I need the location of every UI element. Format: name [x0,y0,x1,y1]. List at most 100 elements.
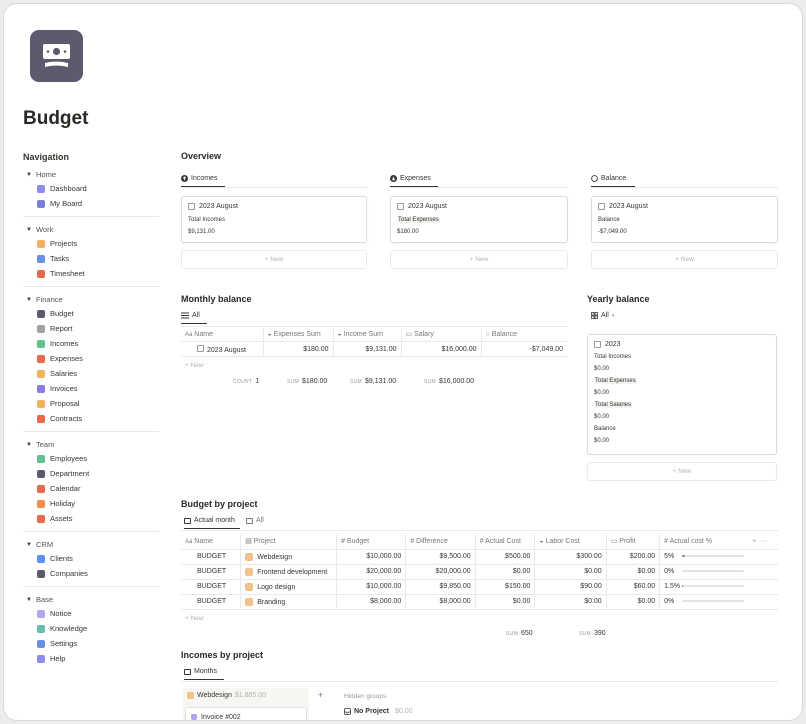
tab-all[interactable]: All [246,517,264,524]
nav-group-toggle[interactable]: ▼ Home [23,168,159,181]
monthly-new-row-button[interactable]: + New [185,362,204,369]
group-name[interactable]: Webdesign [197,692,232,699]
nav-group-toggle[interactable]: ▼ Finance [23,293,159,306]
cell-actual-cost-pct: 0% [659,564,749,580]
tab-label: All [192,312,200,319]
tab-actual-month[interactable]: Actual month [184,517,240,529]
page-icon [37,269,45,278]
tab-months[interactable]: Months [184,668,224,680]
nav-group-toggle[interactable]: ▼ Work [23,223,159,236]
calendar-icon [598,203,605,210]
sidebar-item-holiday[interactable]: Holiday [23,496,159,511]
column-header-difference[interactable]: # Difference [405,534,476,550]
sidebar-item-clients[interactable]: Clients [23,551,159,566]
tab-monthly-all[interactable]: All [181,312,207,324]
column-header-expenses-sum[interactable]: ◒ Expenses Sum [263,326,334,342]
column-header-actual-cost[interactable]: # Actual Cost [475,534,536,550]
sidebar-item-notice[interactable]: Notice [23,606,159,621]
incomes-card[interactable]: 2023 August Total Incomes $9,131.00 [181,196,367,243]
sidebar-item-knowledge[interactable]: Knowledge [23,621,159,636]
add-group-button[interactable]: + [318,690,324,700]
column-header-name[interactable]: Aa Name [181,534,242,550]
sidebar-item-department[interactable]: Department [23,466,159,481]
hidden-group-no-project[interactable]: No Project $0.00 [344,708,413,715]
tab-expenses[interactable]: Expenses [390,175,438,187]
incomes-by-project-heading: Incomes by project [181,650,264,660]
table-row[interactable]: BUDGET Frontend development $20,000.00 $20,… [181,564,778,580]
column-header-salary[interactable]: ▭ Salary [401,326,482,342]
column-header-project[interactable]: ▤ Project [240,534,338,550]
expenses-card[interactable]: 2023 August Total Expenses $180.00 [390,196,568,243]
table-row[interactable]: BUDGET Logo design $10,000.00 $9,850.00 $150… [181,579,778,595]
column-header-balance[interactable]: ○ Balance [481,326,567,342]
column-header-labor-cost[interactable]: ◒ Labor Cost [534,534,607,550]
sidebar-item-budget[interactable]: Budget [23,306,159,321]
nav-group-base: ▼ Base Notice Knowledge Settings Help [23,591,159,671]
sidebar-item-tasks[interactable]: Tasks [23,251,159,266]
progress-bar [682,600,745,603]
column-header-income-sum[interactable]: ◒ Income Sum [333,326,402,342]
new-expenses-button[interactable]: + New [390,250,568,269]
column-header-budget[interactable]: # Budget [336,534,407,550]
cell-balance: -$7,049.00 [481,341,567,357]
tab-incomes[interactable]: Incomes [181,175,225,187]
cell-labor-cost: $90.00 [534,579,607,595]
sidebar-item-report[interactable]: Report [23,321,159,336]
new-yearly-button[interactable]: + New [587,462,777,481]
cell-project[interactable]: Frontend development [240,564,338,580]
sidebar-item-calendar[interactable]: Calendar [23,481,159,496]
cell-name: BUDGET [181,579,242,595]
column-header-name[interactable]: Aa Name [181,326,264,342]
sidebar-item-help[interactable]: Help [23,651,159,666]
sidebar-item-employees[interactable]: Employees [23,451,159,466]
nav-group-toggle[interactable]: ▼ CRM [23,538,159,551]
sidebar-item-my-board[interactable]: My Board [23,196,159,211]
cell-project[interactable]: Webdesign [240,549,338,565]
new-incomes-button[interactable]: + New [181,250,367,269]
sidebar-item-incomes[interactable]: Incomes [23,336,159,351]
balance-card[interactable]: 2023 August Balance -$7,049.00 [591,196,778,243]
sidebar-item-projects[interactable]: Projects [23,236,159,251]
group-total: $0.00 [395,708,413,715]
budget-new-row-button[interactable]: + New [185,615,204,622]
sidebar-item-contracts[interactable]: Contracts [23,411,159,426]
sidebar-item-companies[interactable]: Companies [23,566,159,581]
page-icon [37,309,45,318]
add-column-button[interactable]: + ··· [748,534,778,550]
cell-name: BUDGET [181,549,242,565]
nav-group-finance: ▼ Finance Budget Report Incomes Expenses Salar… [23,291,159,432]
nav-group-label: Work [36,225,54,234]
page-icon[interactable] [30,30,83,82]
invoice-card[interactable]: Invoice #002 [185,707,307,720]
page-icon [37,454,45,463]
field-label: Total Incomes [594,354,632,360]
card-title: 2023 August [609,203,648,210]
navigation-title: Navigation [23,152,70,162]
sidebar-item-assets[interactable]: Assets [23,511,159,526]
card-label: Total Incomes [188,217,226,223]
table-row[interactable]: BUDGET Branding $8,000.00 $8,000.00 $0.00 $0.… [181,594,778,610]
tab-yearly-all[interactable]: All ▾ [591,312,614,319]
cell-project[interactable]: Logo design [240,579,338,595]
sidebar-item-invoices[interactable]: Invoices [23,381,159,396]
table-row[interactable]: BUDGET Webdesign $10,000.00 $9,500.00 $500.0… [181,549,778,565]
new-balance-button[interactable]: + New [591,250,778,269]
nav-group-toggle[interactable]: ▼ Base [23,593,159,606]
column-header-profit[interactable]: ▭ Profit [606,534,661,550]
yearly-card[interactable]: 2023 Total Incomes $0.00 Total Expenses … [587,334,777,455]
sidebar-item-settings[interactable]: Settings [23,636,159,651]
column-header-actual-cost-pct[interactable]: # Actual cost % [659,534,749,550]
sidebar-item-expenses[interactable]: Expenses [23,351,159,366]
divider [181,681,778,682]
sidebar-item-proposal[interactable]: Proposal [23,396,159,411]
field-label: Total Expenses [594,378,637,384]
cell-project[interactable]: Branding [240,594,338,610]
sidebar-item-label: Employees [50,454,88,463]
nav-group-toggle[interactable]: ▼ Team [23,438,159,451]
cell-budget: $10,000.00 [336,549,407,565]
table-row[interactable]: 2023 August $180.00 $9,131.00 $16,000.00… [181,341,567,357]
sidebar-item-timesheet[interactable]: Timesheet [23,266,159,281]
sidebar-item-dashboard[interactable]: Dashboard [23,181,159,196]
tab-balance[interactable]: Balance [591,175,635,187]
sidebar-item-salaries[interactable]: Salaries [23,366,159,381]
